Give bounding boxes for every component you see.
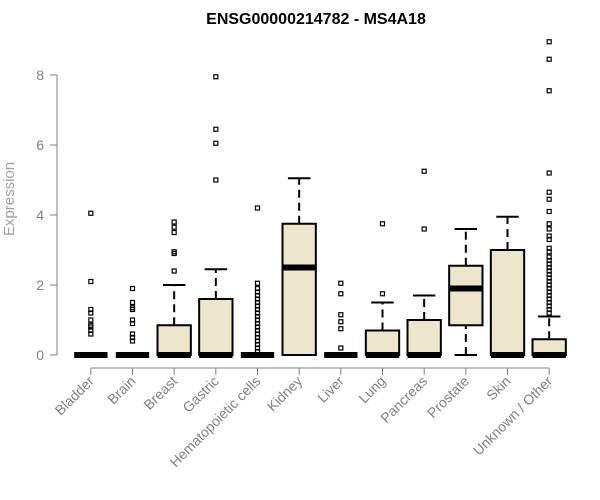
- outlier-point: [546, 88, 552, 94]
- box-iqr: [489, 249, 526, 356]
- box-breast: [156, 219, 192, 358]
- outlier-point: [254, 205, 261, 211]
- outlier-point: [546, 221, 552, 227]
- outlier-point: [546, 39, 552, 45]
- outlier-point: [213, 140, 219, 146]
- outlier-point: [88, 331, 94, 337]
- box-hematopoietic-cells: [240, 205, 275, 358]
- outlier-point: [171, 229, 177, 236]
- box-brain: [115, 285, 150, 358]
- outlier-point: [129, 338, 136, 344]
- x-tick-label: Unknown / Other: [470, 373, 556, 459]
- box-bladder: [74, 210, 108, 358]
- chart-title: ENSG00000214782 - MS4A18: [206, 11, 426, 28]
- x-tick-label: Lung: [355, 373, 388, 406]
- box-pancreas: [406, 168, 442, 358]
- box-iqr: [281, 222, 317, 356]
- outlier-point: [546, 208, 552, 215]
- outlier-point: [421, 168, 427, 174]
- x-tick-label: Breast: [140, 373, 180, 413]
- outlier-point: [88, 310, 94, 316]
- outlier-point: [171, 250, 177, 257]
- outlier-point: [129, 306, 136, 313]
- outlier-point: [171, 224, 177, 230]
- outlier-point: [129, 299, 136, 306]
- outlier-point: [546, 226, 552, 232]
- box-iqr: [448, 264, 484, 327]
- outlier-point: [88, 210, 94, 216]
- x-tick-label: Liver: [314, 373, 347, 406]
- box-iqr: [364, 329, 401, 356]
- outlier-point: [88, 317, 94, 323]
- y-axis-label: Expression: [1, 162, 18, 236]
- y-tick-label: 4: [36, 207, 44, 223]
- box-kidney: [281, 177, 317, 356]
- x-tick-label: Brain: [104, 373, 138, 407]
- outlier-point: [546, 236, 552, 243]
- box-iqr: [156, 324, 192, 356]
- y-tick-label: 6: [36, 137, 44, 153]
- box-prostate: [448, 228, 484, 356]
- outlier-point: [546, 56, 552, 62]
- box-unknown-other: [531, 39, 567, 358]
- outlier-point: [546, 170, 552, 176]
- y-axis: 0 2 4 6 8: [36, 67, 58, 363]
- outlier-point: [546, 189, 552, 195]
- outlier-point: [379, 221, 386, 227]
- outlier-point: [213, 177, 219, 183]
- outlier-point: [338, 291, 344, 297]
- outlier-point: [88, 278, 94, 285]
- x-tick-label: Bladder: [52, 373, 98, 419]
- outlier-point: [338, 326, 344, 332]
- outlier-point: [171, 268, 177, 274]
- x-tick-label: Kidney: [264, 373, 306, 415]
- outlier-point: [546, 196, 552, 202]
- box-gastric: [198, 74, 234, 358]
- box-skin: [489, 215, 526, 358]
- outlier-point: [379, 291, 386, 297]
- x-tick-label: Prostate: [424, 373, 472, 421]
- box-iqr: [198, 298, 234, 356]
- outlier-point: [338, 319, 344, 325]
- outlier-point: [129, 285, 136, 292]
- outlier-point: [213, 74, 219, 80]
- box-lung: [364, 221, 401, 358]
- outlier-point: [213, 126, 219, 132]
- outlier-point: [254, 348, 261, 355]
- outlier-point: [171, 219, 177, 225]
- box-liver: [324, 280, 358, 358]
- outlier-point: [546, 310, 552, 316]
- box-series: [74, 39, 567, 358]
- x-tick-label: Skin: [483, 373, 514, 404]
- y-tick-label: 2: [36, 277, 44, 293]
- outlier-point: [421, 226, 427, 232]
- y-tick-label: 0: [36, 347, 44, 363]
- outlier-point: [254, 280, 261, 286]
- outlier-point: [546, 249, 552, 255]
- outlier-point: [338, 280, 344, 286]
- outlier-point: [129, 320, 136, 327]
- y-tick-label: 8: [36, 67, 44, 83]
- outlier-point: [338, 345, 344, 351]
- outlier-point: [338, 312, 344, 318]
- box-iqr: [406, 319, 442, 356]
